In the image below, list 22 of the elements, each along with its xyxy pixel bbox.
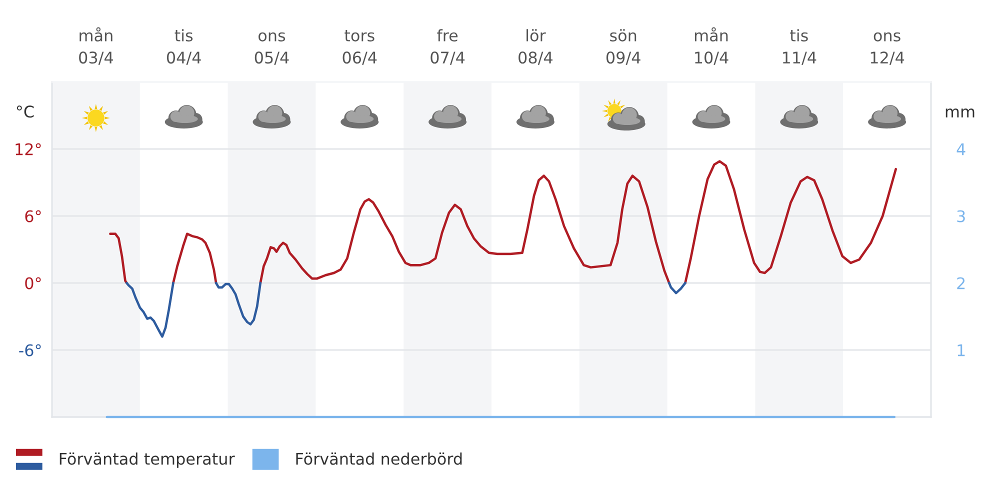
y2-tick-label: 1	[958, 344, 965, 356]
x-tick-label: ons 12/4	[870, 32, 904, 65]
y2-tick-label: 2	[957, 277, 965, 290]
y-tick-label: 6°	[25, 210, 41, 222]
y2-tick-label: 3	[957, 210, 965, 222]
y2-axis-title: mm	[946, 108, 974, 118]
x-tick-label: tis 11/4	[782, 29, 816, 65]
y-tick-label: -6°	[19, 344, 41, 356]
x-tick-label: sön 09/4	[606, 29, 640, 65]
y-tick-label: 0°	[25, 277, 41, 290]
legend-label: Förväntad temperatur	[60, 452, 235, 468]
y-axis-title: °C	[16, 106, 34, 118]
legend-label: Förväntad nederbörd	[296, 452, 462, 465]
y2-tick-label: 4	[956, 143, 966, 156]
y-tick-label: 12°	[16, 143, 41, 156]
x-tick-label: mån 03/4	[79, 27, 113, 65]
x-tick-label: tis 04/4	[166, 29, 201, 65]
x-tick-label: fre 07/4	[430, 29, 465, 65]
x-tick-label: ons 05/4	[254, 32, 289, 65]
x-tick-label: lör 08/4	[518, 29, 552, 65]
x-tick-label: tors 06/4	[342, 30, 377, 65]
x-tick-label: mån 10/4	[694, 27, 728, 65]
